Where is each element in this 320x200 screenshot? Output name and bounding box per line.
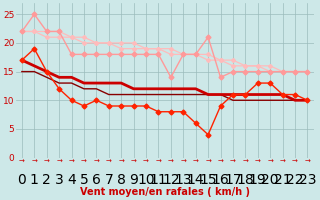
X-axis label: Vent moyen/en rafales ( km/h ): Vent moyen/en rafales ( km/h ): [80, 187, 250, 197]
